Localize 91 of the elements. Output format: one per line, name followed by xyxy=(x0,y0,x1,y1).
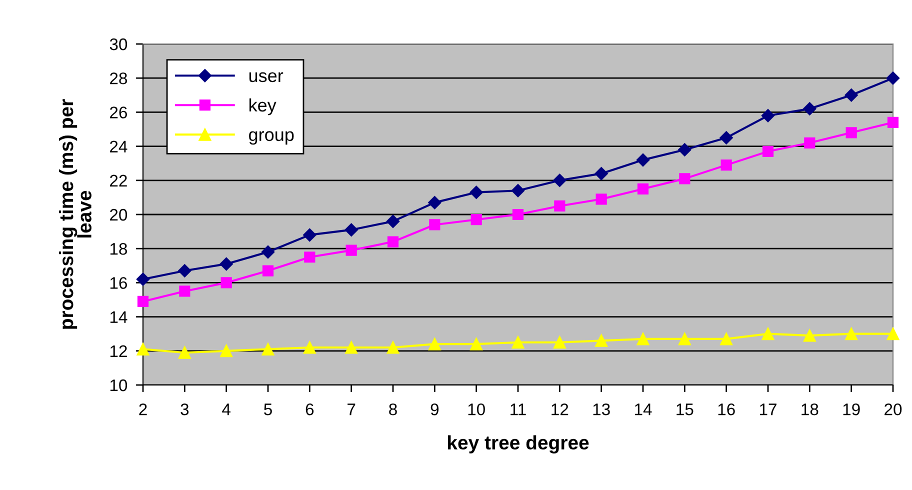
x-tick-label: 12 xyxy=(552,403,568,416)
x-tick-label: 2 xyxy=(139,403,147,416)
y-tick-label: 14 xyxy=(110,311,128,323)
x-tick-label: 11 xyxy=(510,404,526,416)
y-tick-label: 22 xyxy=(110,174,127,186)
point xyxy=(346,244,357,256)
point xyxy=(137,296,149,308)
x-tick-label: 6 xyxy=(306,403,314,416)
point xyxy=(886,328,900,340)
point xyxy=(845,328,858,340)
y-tick-label: 24 xyxy=(110,140,128,152)
x-axis-title: key tree degree xyxy=(448,435,589,454)
x-tick-label: 18 xyxy=(802,403,818,416)
point xyxy=(762,146,774,157)
x-tick-label: 13 xyxy=(593,403,610,416)
point xyxy=(387,236,399,248)
legend-label: key xyxy=(249,98,276,116)
point xyxy=(887,116,899,128)
point xyxy=(761,109,775,122)
y-tick-label: 28 xyxy=(110,72,127,84)
point xyxy=(262,265,274,276)
point xyxy=(803,102,816,116)
x-tick-label: 14 xyxy=(635,404,652,416)
x-tick-label: 8 xyxy=(389,403,397,416)
point xyxy=(844,88,858,102)
point xyxy=(553,336,566,349)
point xyxy=(678,332,691,346)
y-tick-label: 12 xyxy=(110,345,127,357)
point xyxy=(720,160,732,171)
x-tick-label: 19 xyxy=(843,403,860,416)
point xyxy=(636,153,650,167)
point xyxy=(886,72,900,85)
point xyxy=(304,252,316,263)
x-tick-label: 16 xyxy=(718,403,735,416)
x-tick-label: 5 xyxy=(264,404,272,416)
point xyxy=(846,127,857,138)
x-tick-label: 4 xyxy=(222,404,230,416)
point xyxy=(470,186,483,199)
x-tick-label: 17 xyxy=(760,404,776,416)
point xyxy=(136,272,150,286)
y-tick-label: 16 xyxy=(110,277,127,289)
y-tick-label: 30 xyxy=(110,38,128,50)
x-tick-label: 9 xyxy=(430,403,439,416)
point xyxy=(679,173,690,184)
legend-label: group xyxy=(249,131,294,145)
point xyxy=(804,137,816,148)
point xyxy=(386,341,400,354)
y-tick-label: 10 xyxy=(110,379,128,392)
point xyxy=(470,214,482,226)
point xyxy=(553,174,566,187)
point xyxy=(637,183,649,194)
point xyxy=(261,245,275,259)
point xyxy=(178,346,191,359)
y-axis-title: processing time (ms) per leave xyxy=(58,99,92,329)
point xyxy=(512,208,524,220)
point xyxy=(344,223,358,236)
point xyxy=(678,143,692,156)
point xyxy=(262,342,274,356)
x-tick-label: 10 xyxy=(468,403,485,416)
point xyxy=(220,344,233,358)
point xyxy=(636,332,650,346)
point xyxy=(803,329,816,342)
legend-label: user xyxy=(249,72,284,82)
point xyxy=(596,194,607,205)
point xyxy=(512,336,524,349)
point xyxy=(345,341,358,354)
point xyxy=(178,264,192,278)
point xyxy=(428,196,442,210)
y-tick-label: 18 xyxy=(110,243,127,255)
point xyxy=(762,328,774,340)
x-tick-label: 20 xyxy=(884,403,902,416)
point xyxy=(220,277,232,288)
point xyxy=(594,166,608,180)
x-tick-label: 7 xyxy=(348,404,356,416)
point xyxy=(470,338,483,350)
point xyxy=(303,228,316,242)
point xyxy=(303,341,316,354)
point xyxy=(429,219,440,230)
point xyxy=(554,200,566,212)
point xyxy=(720,332,733,346)
y-tick-label: 20 xyxy=(110,208,128,221)
x-tick-label: 15 xyxy=(676,404,694,416)
point xyxy=(428,338,441,350)
point xyxy=(386,214,400,228)
point xyxy=(511,184,525,198)
point xyxy=(595,334,608,347)
point xyxy=(720,131,733,144)
point xyxy=(220,257,233,271)
y-tick-label: 26 xyxy=(110,106,127,118)
x-tick-label: 3 xyxy=(180,403,189,416)
point xyxy=(179,286,190,297)
